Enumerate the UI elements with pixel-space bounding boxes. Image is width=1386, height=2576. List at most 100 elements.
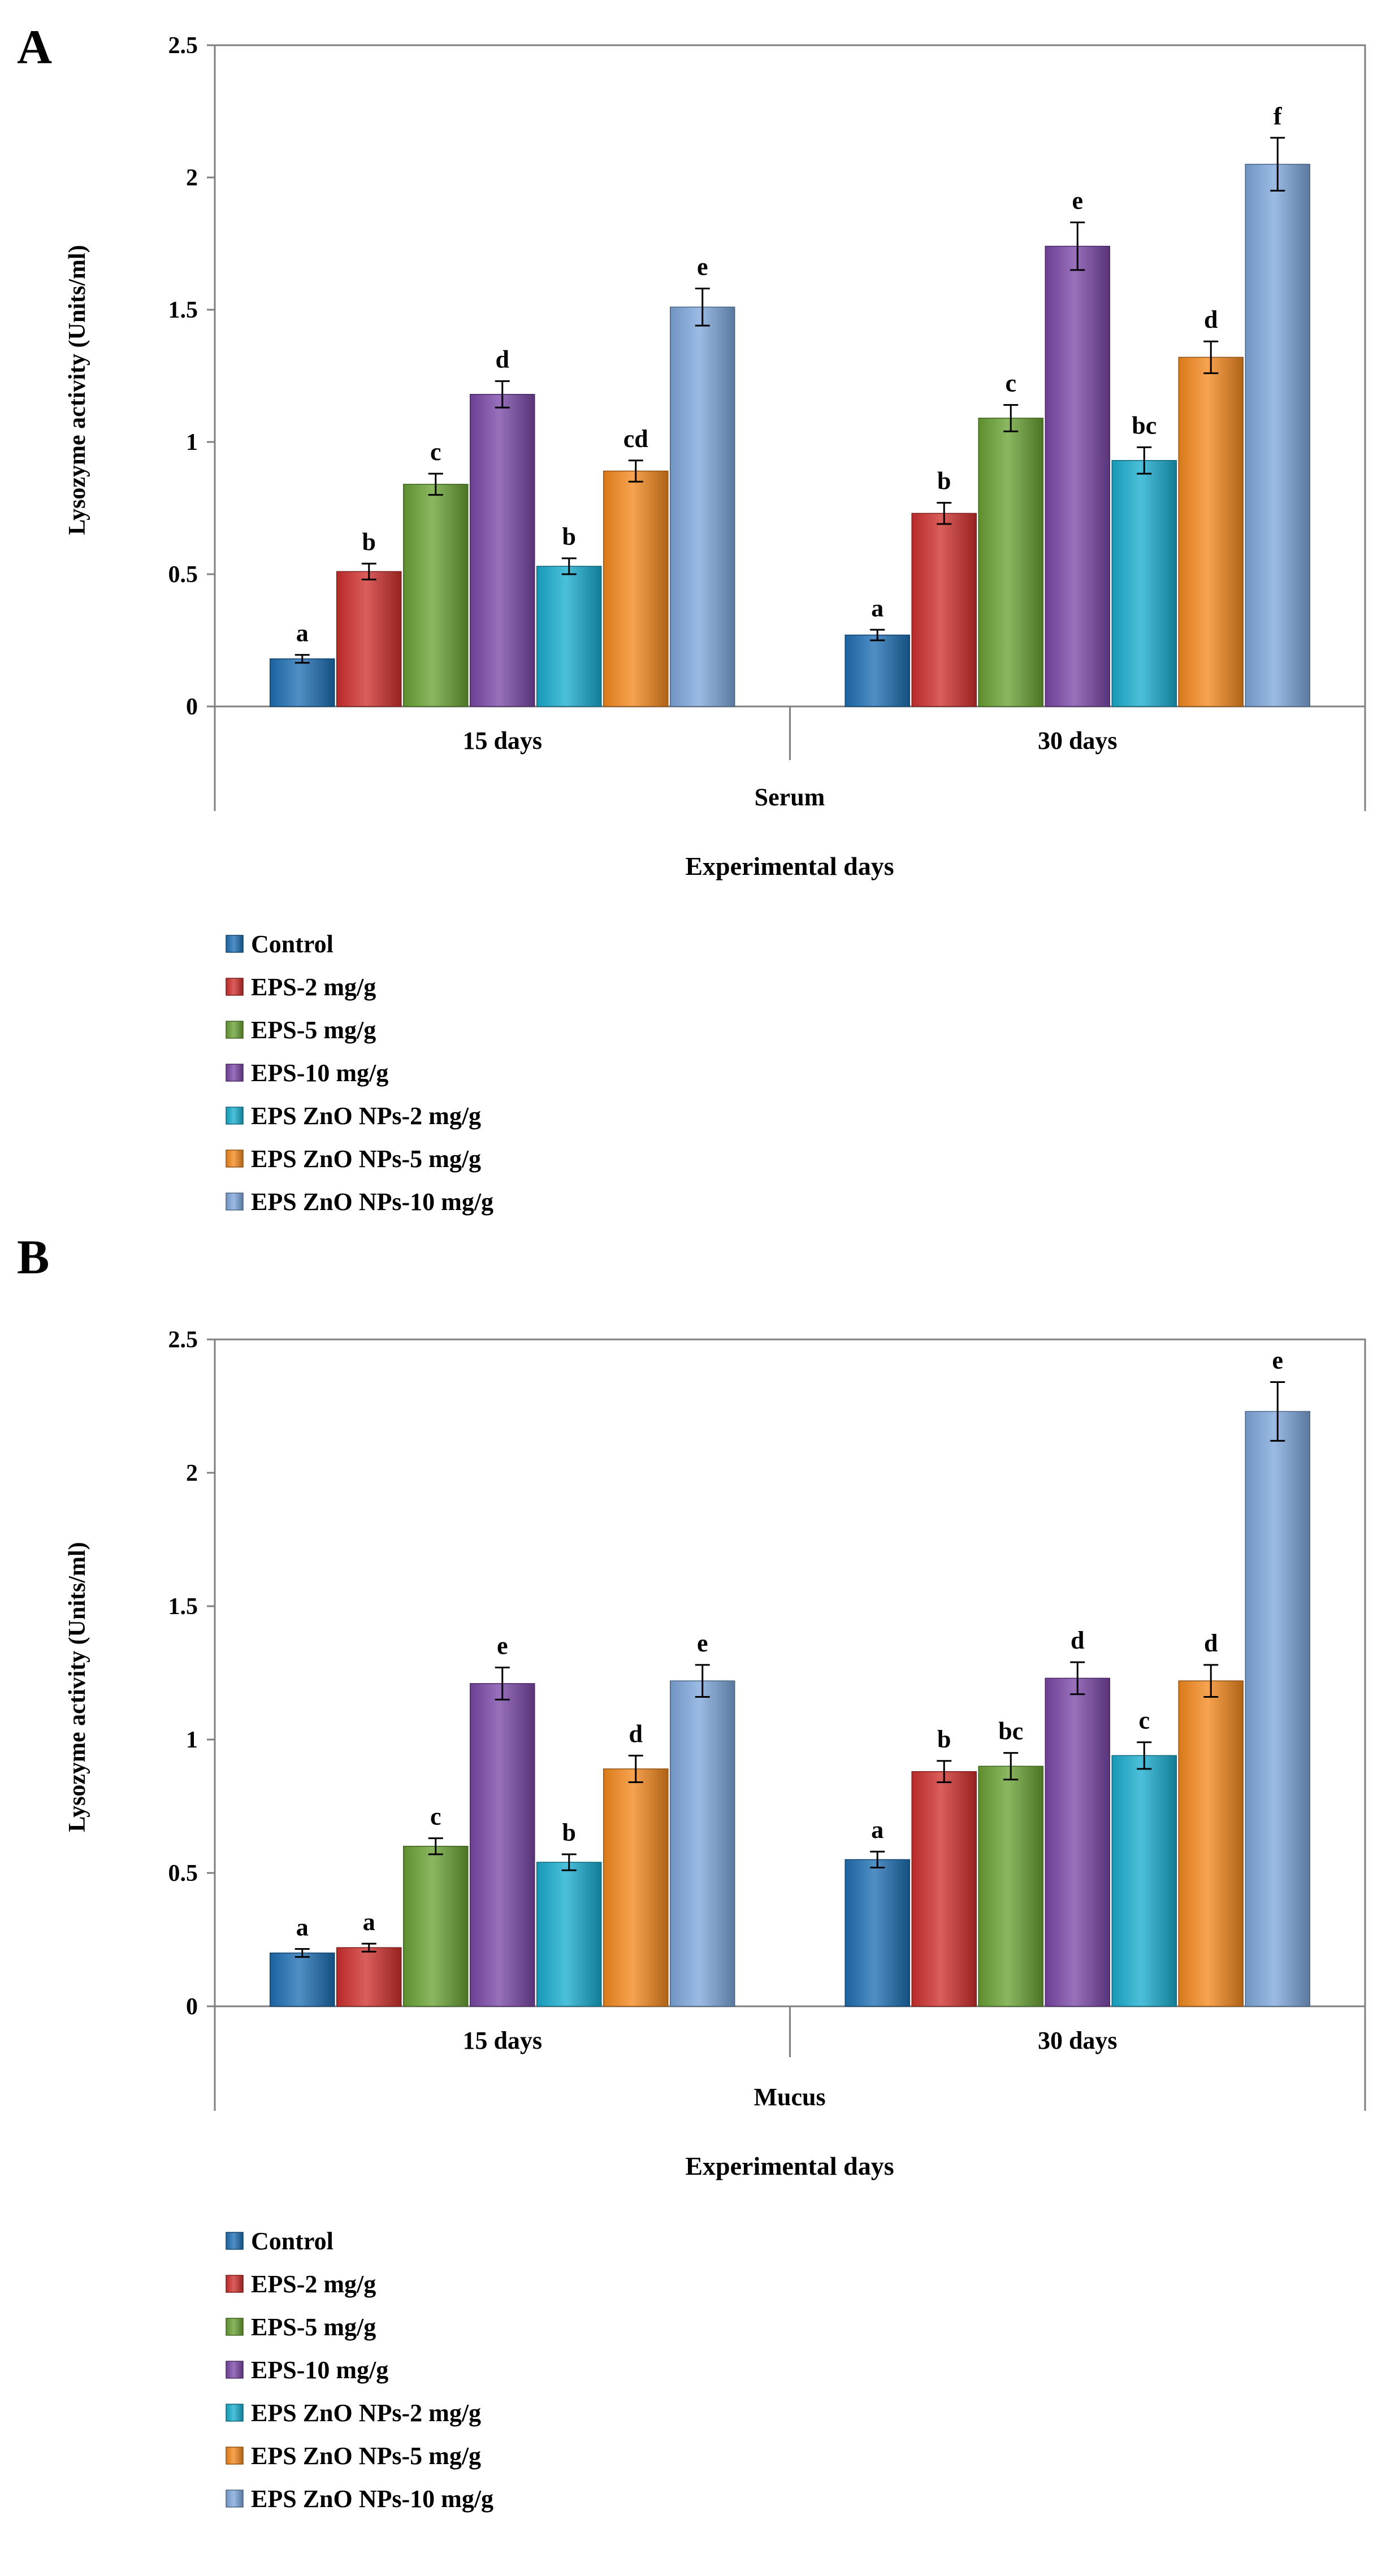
bar [1111,460,1177,707]
legend-label: EPS ZnO NPs-5 mg/g [251,1145,481,1173]
significance-letter: d [1204,1629,1218,1657]
bar [670,1680,735,2007]
y-tick-label: 2.5 [168,1327,198,1353]
x-axis-label: Experimental days [685,852,894,881]
y-tick-label: 2 [186,1460,198,1486]
significance-letter: c [1005,369,1016,397]
y-tick-label: 2.5 [168,33,198,59]
significance-letter: c [430,1803,441,1831]
y-axis-label: Lysozyme activity (Units/ml) [64,1542,90,1832]
legend-swatch [226,2404,244,2422]
y-tick-label: 1.5 [168,1594,198,1620]
group-label: Serum [755,783,825,811]
significance-letter: d [629,1720,643,1747]
panel-label: A [17,20,52,74]
legend-label: Control [251,2227,333,2255]
significance-letter: e [697,253,708,281]
bar [603,1768,669,2007]
bar [1178,357,1244,707]
panel-a: A Lysozyme activity (Units/ml) 0 0.5 1 1.5 2… [17,20,1366,1216]
y-axis-label: Lysozyme activity (Units/ml) [64,245,90,535]
significance-letter: a [871,1816,883,1844]
significance-letter: e [1272,1347,1283,1374]
significance-letter: a [296,619,309,647]
legend-label: EPS-10 mg/g [251,2356,388,2384]
bar [1111,1755,1177,2007]
significance-letter: b [362,528,376,556]
bar [844,634,910,707]
significance-letter: b [562,1819,576,1846]
significance-letter: d [1071,1627,1084,1654]
legend-swatch [226,2447,244,2465]
category-label: 30 days [1038,727,1118,754]
legend-swatch [226,2318,244,2336]
y-tick-label: 0 [186,1994,198,2020]
significance-letter: bc [1132,411,1157,439]
legend-label: EPS-2 mg/g [251,973,376,1001]
group-label: Mucus [753,2083,825,2111]
legend-swatch [226,1192,244,1211]
legend: Control EPS-2 mg/g EPS-5 mg/g EPS-10 mg/g EP… [226,2227,493,2513]
legend-label: EPS ZnO NPs-10 mg/g [251,2485,493,2513]
bar [670,306,735,707]
category-label: 15 days [462,2027,542,2054]
significance-letter: d [1204,306,1218,333]
bar [1045,1677,1110,2007]
legend-swatch [226,1150,244,1168]
significance-letter: f [1274,102,1283,130]
bar [336,571,402,707]
significance-letter: b [937,467,951,495]
legend-swatch [226,978,244,996]
bar [470,394,535,707]
significance-letter: e [697,1629,708,1657]
bar [603,470,669,707]
y-tick-label: 1.5 [168,297,198,323]
bar [270,658,335,707]
bar [403,1846,469,2007]
bar [1245,1411,1310,2007]
x-axis-label: Experimental days [685,2152,894,2180]
category-label: 15 days [462,727,542,754]
bar [1178,1680,1244,2007]
legend-label: EPS-5 mg/g [251,1016,376,1044]
legend-label: EPS-2 mg/g [251,2270,376,2298]
bar [911,513,977,707]
bar [336,1947,402,2007]
legend-swatch [226,2232,244,2250]
significance-letter: b [937,1725,951,1753]
legend: Control EPS-2 mg/g EPS-5 mg/g EPS-10 mg/g EP… [226,930,493,1216]
legend-swatch [226,1064,244,1082]
category-label: 30 days [1038,2027,1118,2054]
legend-swatch [226,2490,244,2508]
panel-b: B Lysozyme activity (Units/ml) 0 0.5 1 1.5 2… [17,1230,1366,2513]
legend-swatch [226,2361,244,2379]
y-tick-label: 1 [186,1727,198,1753]
bar [270,1952,335,2007]
bar [403,484,469,707]
legend-label: EPS ZnO NPs-2 mg/g [251,2399,481,2427]
bar [911,1771,977,2007]
y-tick-label: 2 [186,165,198,191]
bar [536,1862,602,2007]
significance-letter: b [562,523,576,550]
bar [844,1859,910,2007]
panel-label: B [17,1230,49,1284]
bar [470,1683,535,2007]
y-tick-label: 0 [186,694,198,720]
bar [978,1766,1043,2007]
bar [1045,245,1110,707]
bar [978,418,1043,707]
significance-letter: e [1072,187,1083,215]
significance-letter: c [430,438,441,466]
bar [1245,163,1310,707]
legend-label: Control [251,930,333,958]
legend-swatch [226,1021,244,1039]
legend-label: EPS ZnO NPs-10 mg/g [251,1188,493,1216]
y-tick-label: 0.5 [168,562,198,588]
legend-swatch [226,2275,244,2293]
y-tick-label: 1 [186,430,198,456]
significance-letter: e [497,1632,508,1660]
bar [536,566,602,707]
significance-letter: d [496,345,509,373]
